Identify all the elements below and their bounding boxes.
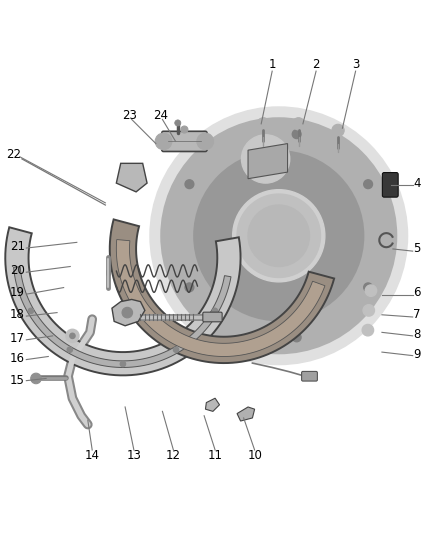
Circle shape	[362, 305, 374, 316]
Polygon shape	[247, 143, 287, 179]
Polygon shape	[116, 239, 324, 357]
Circle shape	[149, 106, 407, 365]
Text: 3: 3	[351, 58, 358, 71]
Circle shape	[363, 180, 372, 189]
Text: 18: 18	[10, 308, 25, 321]
Text: 14: 14	[85, 449, 99, 462]
Circle shape	[180, 126, 187, 133]
Circle shape	[237, 194, 320, 278]
Polygon shape	[116, 163, 147, 192]
Circle shape	[257, 118, 269, 130]
Circle shape	[361, 325, 373, 336]
Circle shape	[67, 347, 72, 352]
Polygon shape	[14, 266, 230, 367]
Circle shape	[120, 361, 125, 367]
Text: 10: 10	[247, 449, 261, 462]
Circle shape	[232, 190, 324, 282]
Text: 5: 5	[413, 243, 420, 255]
Circle shape	[184, 283, 193, 292]
Text: 24: 24	[152, 109, 167, 122]
Circle shape	[155, 133, 172, 150]
Circle shape	[292, 118, 304, 130]
Text: 12: 12	[166, 449, 180, 462]
Circle shape	[364, 285, 376, 296]
Text: 9: 9	[412, 348, 420, 361]
Circle shape	[31, 373, 41, 384]
Text: 4: 4	[412, 176, 420, 190]
Polygon shape	[205, 398, 219, 411]
Circle shape	[363, 283, 372, 292]
Text: 21: 21	[10, 240, 25, 253]
Text: 13: 13	[126, 449, 141, 462]
Text: 11: 11	[207, 449, 222, 462]
Circle shape	[122, 308, 132, 318]
Circle shape	[212, 308, 217, 313]
Polygon shape	[110, 220, 333, 363]
Text: 2: 2	[311, 58, 319, 71]
Polygon shape	[237, 407, 254, 421]
Circle shape	[160, 117, 396, 354]
FancyBboxPatch shape	[381, 173, 397, 197]
Text: 22: 22	[6, 148, 21, 161]
Text: 8: 8	[413, 328, 420, 341]
Text: 1: 1	[268, 58, 276, 71]
FancyBboxPatch shape	[161, 131, 207, 151]
Text: 19: 19	[10, 286, 25, 300]
Text: 16: 16	[10, 352, 25, 365]
Text: 7: 7	[412, 308, 420, 321]
Circle shape	[247, 205, 309, 266]
Circle shape	[292, 333, 300, 342]
Circle shape	[292, 130, 300, 139]
Polygon shape	[112, 300, 145, 326]
Circle shape	[28, 308, 33, 313]
Circle shape	[241, 135, 289, 183]
Polygon shape	[5, 227, 240, 375]
Text: 15: 15	[10, 374, 25, 387]
Circle shape	[193, 150, 364, 321]
Text: 23: 23	[122, 109, 137, 122]
FancyBboxPatch shape	[301, 372, 317, 381]
FancyBboxPatch shape	[202, 312, 222, 322]
Circle shape	[196, 133, 213, 150]
Circle shape	[174, 120, 180, 126]
Circle shape	[331, 124, 343, 136]
Text: 6: 6	[412, 286, 420, 300]
Circle shape	[70, 333, 75, 338]
Circle shape	[173, 347, 178, 352]
Text: 20: 20	[10, 264, 25, 277]
Circle shape	[66, 329, 79, 342]
Circle shape	[184, 180, 193, 189]
Text: 17: 17	[10, 333, 25, 345]
